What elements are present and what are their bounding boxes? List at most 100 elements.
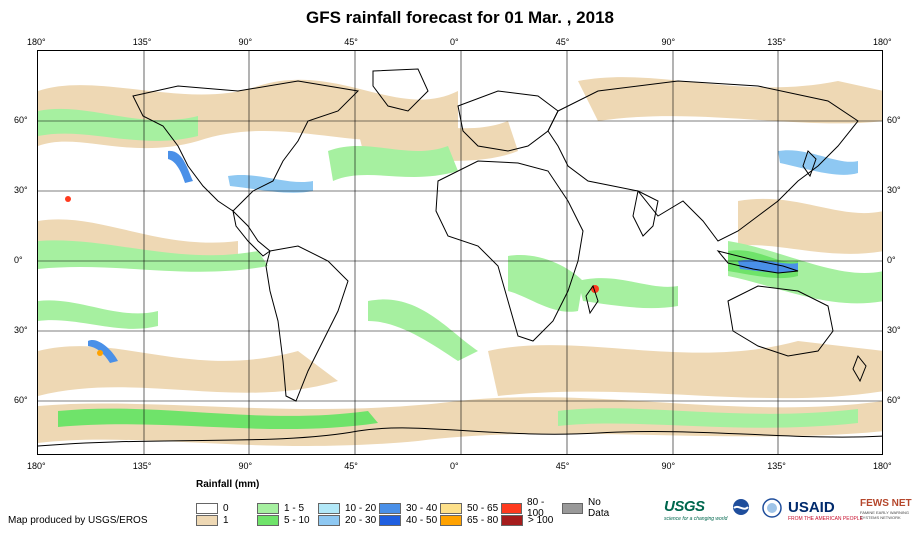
rain-band-pacific-nw-blue: [168, 150, 193, 183]
legend-title: Rainfall (mm): [196, 479, 260, 490]
legend-swatch: [501, 502, 523, 514]
usaid-logo-text: USAID: [788, 499, 835, 516]
legend-label: 30 - 40: [406, 502, 438, 514]
legend-swatch: [196, 502, 218, 514]
map-title: GFS rainfall forecast for 01 Mar. , 2018: [305, 8, 615, 27]
legend-swatch: [257, 502, 279, 514]
longitude-tick-bottom: 90°: [661, 461, 676, 471]
rain-band-southern-green: [58, 408, 378, 430]
rain-band-asia-north: [578, 77, 882, 124]
seal-logo-icon: [762, 498, 782, 518]
legend-item: 80 - 100: [501, 497, 562, 519]
longitude-tick-bottom: 45°: [344, 461, 358, 471]
longitude-tick-top: 45°: [555, 37, 570, 47]
longitude-tick-bottom: 135°: [767, 461, 786, 471]
rainfall-field: [38, 77, 882, 446]
legend-swatch: [501, 515, 523, 526]
longitude-tick-top: 180°: [27, 37, 46, 47]
legend-swatch: [318, 515, 340, 526]
antarctica-outline: [38, 427, 882, 447]
legend-item: 5 - 10: [257, 515, 318, 526]
storm-cell-south-pacific: [97, 350, 103, 356]
asia-outline: [547, 80, 859, 242]
rain-band-west-pacific: [738, 198, 882, 254]
longitude-tick-top: 180°: [873, 37, 892, 47]
latitude-tick-right: 60°: [887, 395, 901, 405]
graticule: [38, 51, 882, 454]
rain-band-central-africa-green: [508, 255, 583, 312]
legend-label: 40 - 50: [406, 515, 438, 526]
usaid-logo: USAID FROM THE AMERICAN PEOPLE: [788, 499, 863, 522]
legend-item: > 100: [501, 515, 562, 526]
legend-label: 1: [223, 515, 229, 526]
india-outline: [632, 190, 659, 237]
legend-label: 80 - 100: [527, 497, 545, 519]
longitude-tick-top: 45°: [344, 37, 358, 47]
usgs-tagline: science for a changing world: [664, 516, 728, 522]
japan-outline: [802, 150, 817, 178]
legend-label: > 100: [528, 515, 554, 526]
legend-item: 40 - 50: [379, 515, 440, 526]
legend-label: 0: [223, 502, 229, 514]
latitude-tick-left: 60°: [14, 115, 28, 125]
legend-row-top: 0 1 - 5 10 - 20 30 - 40 50 - 65 80 - 100 No Da…: [196, 497, 623, 519]
legend-swatch: [257, 515, 279, 526]
latitude-tick-left: 30°: [14, 185, 28, 195]
legend-swatch: [440, 502, 462, 514]
legend-item: 30 - 40: [379, 497, 440, 519]
legend-swatch: [379, 502, 401, 514]
legend-item: 50 - 65: [440, 497, 501, 519]
legend-label: 65 - 80: [467, 515, 499, 526]
legend-swatch: [562, 502, 584, 514]
rainfall-map-canvas: [38, 51, 882, 454]
longitude-tick-top: 90°: [238, 37, 253, 47]
rain-band-north-atlantic-green: [328, 146, 458, 181]
legend-swatch: [318, 502, 340, 514]
noaa-logo-icon: [733, 499, 749, 515]
map-credit: Map produced by USGS/EROS: [8, 515, 148, 526]
legend-swatch: [196, 515, 218, 526]
fews-net-tagline: FAMINE EARLY WARNING SYSTEMS NETWORK: [860, 510, 910, 520]
longitude-tick-bottom: 135°: [132, 461, 152, 471]
longitude-tick-bottom: 0°: [450, 461, 459, 471]
fews-net-logo-text: FEWS NET: [860, 498, 912, 509]
legend-item: 20 - 30: [318, 515, 379, 526]
legend-label: 5 - 10: [284, 515, 310, 526]
usgs-logo: USGS science for a changing world: [664, 498, 727, 522]
latitude-tick-right: 30°: [887, 185, 901, 195]
legend-item: No Data: [562, 497, 623, 519]
rain-band-north-pacific-green: [38, 108, 198, 141]
continent-outlines: [38, 68, 882, 447]
south-america-outline: [265, 245, 349, 402]
longitude-tick-top: 135°: [132, 37, 152, 47]
latitude-tick-left: 30°: [14, 325, 28, 335]
indonesia-outline: [716, 250, 799, 274]
longitude-tick-bottom: 90°: [238, 461, 253, 471]
rain-band-south-pacific-green: [38, 300, 158, 329]
longitude-tick-top: 135°: [767, 37, 786, 47]
madagascar-outline: [585, 284, 599, 315]
legend-label: 20 - 30: [345, 515, 377, 526]
rain-band-kuroshio-blue: [778, 150, 858, 175]
rain-band-southwest-pacific-blue: [88, 340, 118, 363]
rain-band-south-atlantic-green: [368, 299, 478, 361]
longitude-tick-bottom: 180°: [873, 461, 892, 471]
legend-item: 1: [196, 515, 257, 526]
storm-cell-central-pacific: [65, 196, 71, 202]
legend-label: 50 - 65: [467, 502, 499, 514]
latitude-tick-right: 60°: [887, 115, 901, 125]
legend-label: 1 - 5: [284, 502, 305, 514]
logo-strip: USGS science for a changing world USAID …: [664, 496, 914, 526]
legend-swatch: [379, 515, 401, 526]
usaid-tagline: FROM THE AMERICAN PEOPLE: [788, 516, 863, 522]
legend-item: 0: [196, 497, 257, 519]
europe-outline: [457, 90, 559, 152]
central-america-outline: [232, 209, 271, 257]
latitude-tick-right: 0°: [887, 255, 896, 265]
rain-band-south-indian: [488, 341, 882, 399]
rain-band-itcz-pacific: [38, 240, 268, 272]
new-zealand-outline: [852, 355, 867, 383]
legend-label: 10 - 20: [345, 502, 377, 514]
latitude-tick-left: 0°: [14, 255, 23, 265]
legend-item: 1 - 5: [257, 497, 318, 519]
